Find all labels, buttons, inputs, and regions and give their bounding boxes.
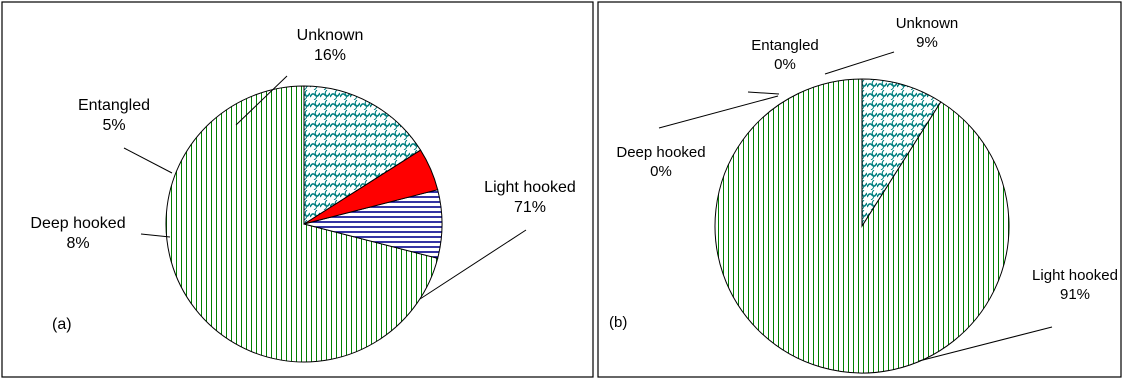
- slice-value-entangled: 5%: [102, 117, 125, 134]
- pie-chart-b: Light hooked 91% Deep hooked 0% Entangled 0% U…: [597, 1, 1122, 378]
- leader-line-entangled: [123, 147, 173, 174]
- pie-slice-light-hooked: [165, 85, 439, 363]
- pie-chart-panel-b: Light hooked 91% Deep hooked 0% Entangled 0% U…: [597, 0, 1123, 379]
- pie-slice-light-hooked: [714, 78, 1010, 374]
- panel-b-label: (b): [609, 314, 627, 331]
- leader-line-light-hooked: [918, 326, 1053, 362]
- leader-line-unknown: [235, 75, 288, 126]
- slice-label-deep-hooked: Deep hooked: [616, 144, 705, 161]
- pie-chart-panel-a: Light hooked 71% Deep hooked 8% Entangled 5% U…: [1, 1, 594, 378]
- slice-label-light-hooked: Light hooked: [484, 179, 576, 196]
- slice-label-deep-hooked: Deep hooked: [30, 215, 125, 232]
- slice-label-light-hooked: Light hooked: [1032, 267, 1118, 284]
- slice-label-unknown: Unknown: [896, 15, 959, 32]
- slice-label-entangled: Entangled: [78, 97, 150, 114]
- leader-line-deep-hooked: [658, 95, 779, 129]
- pie-b-slices: [714, 78, 1010, 374]
- leader-line-unknown: [824, 51, 895, 75]
- slice-value-unknown: 16%: [314, 47, 346, 64]
- pie-a-slices: [165, 85, 443, 363]
- slice-value-deep-hooked: 0%: [650, 163, 672, 180]
- slice-label-entangled: Entangled: [751, 37, 819, 54]
- slice-label-unknown: Unknown: [297, 27, 364, 44]
- pie-slice-unknown: [303, 85, 422, 225]
- slice-value-light-hooked: 91%: [1060, 286, 1090, 303]
- pie-a-leader-lines: Light hooked 71% Deep hooked 8% Entangled 5% U…: [30, 27, 576, 300]
- slice-value-entangled: 0%: [774, 56, 796, 73]
- slice-value-light-hooked: 71%: [514, 199, 546, 216]
- pie-chart-a: Light hooked 71% Deep hooked 8% Entangled 5% U…: [1, 1, 594, 378]
- slice-value-unknown: 9%: [916, 34, 938, 51]
- leader-line-light-hooked: [419, 229, 527, 300]
- pie-b-leader-lines: Light hooked 91% Deep hooked 0% Entangled 0% U…: [616, 15, 1118, 362]
- leader-line-deep-hooked: [140, 233, 171, 238]
- slice-value-deep-hooked: 8%: [66, 235, 89, 252]
- panel-a-label: (a): [52, 316, 72, 333]
- leader-line-entangled: [747, 91, 780, 95]
- pie-slice-unknown: [861, 78, 942, 228]
